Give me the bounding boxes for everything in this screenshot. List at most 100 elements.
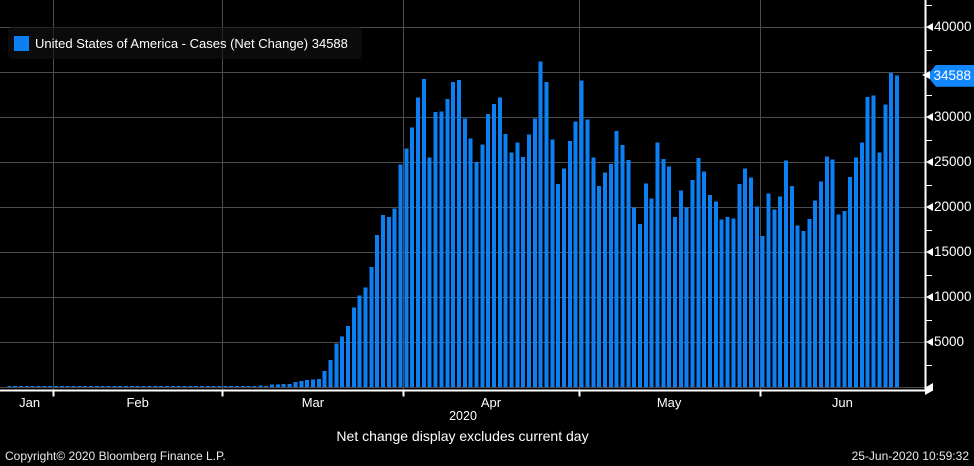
bar-2020-06-22[interactable]: [883, 104, 888, 387]
bar-2020-04-19[interactable]: [509, 152, 514, 387]
bar-2020-02-25[interactable]: [194, 385, 199, 387]
bar-2020-01-27[interactable]: [24, 385, 29, 387]
bar-2020-06-03[interactable]: [772, 209, 777, 387]
bar-2020-02-14[interactable]: [129, 385, 134, 387]
bar-2020-03-08[interactable]: [264, 385, 269, 387]
bar-2020-03-16[interactable]: [310, 379, 315, 387]
bar-2020-02-24[interactable]: [188, 385, 193, 387]
bar-2020-04-22[interactable]: [527, 134, 532, 387]
bar-2020-03-28[interactable]: [381, 214, 386, 387]
bar-2020-05-06[interactable]: [608, 163, 613, 387]
bar-2020-03-31[interactable]: [398, 164, 403, 387]
bar-2020-04-05[interactable]: [427, 157, 432, 387]
bar-2020-04-04[interactable]: [421, 79, 426, 388]
bar-2020-02-05[interactable]: [77, 385, 82, 387]
bar-2020-03-27[interactable]: [375, 234, 380, 387]
bar-2020-03-18[interactable]: [322, 371, 327, 387]
bar-2020-05-25[interactable]: [719, 219, 724, 388]
bar-2020-04-01[interactable]: [404, 148, 409, 387]
bar-2020-04-25[interactable]: [544, 82, 549, 387]
bar-2020-03-22[interactable]: [345, 326, 350, 387]
bar-2020-01-31[interactable]: [48, 385, 53, 387]
bar-2020-04-23[interactable]: [532, 118, 537, 388]
bar-2020-03-29[interactable]: [386, 217, 391, 387]
bar-2020-02-21[interactable]: [170, 385, 175, 387]
bar-2020-02-11[interactable]: [112, 385, 117, 387]
bar-2020-04-21[interactable]: [521, 157, 526, 387]
bar-2020-04-27[interactable]: [556, 184, 561, 387]
bar-2020-03-01[interactable]: [223, 385, 228, 387]
bar-2020-03-14[interactable]: [299, 380, 304, 387]
bar-2020-04-08[interactable]: [445, 99, 450, 387]
bar-2020-03-09[interactable]: [270, 384, 275, 387]
bar-2020-02-16[interactable]: [141, 385, 146, 387]
bar-2020-05-12[interactable]: [643, 183, 648, 387]
bar-2020-06-01[interactable]: [760, 236, 765, 387]
bar-2020-02-28[interactable]: [211, 385, 216, 387]
bar-2020-03-20[interactable]: [334, 343, 339, 387]
bar-2020-05-11[interactable]: [637, 223, 642, 387]
bar-2020-01-30[interactable]: [42, 385, 47, 387]
bar-2020-03-24[interactable]: [357, 295, 362, 387]
bar-2020-02-09[interactable]: [100, 385, 105, 387]
bar-2020-04-24[interactable]: [538, 61, 543, 388]
bar-2020-06-18[interactable]: [859, 142, 864, 387]
bar-2020-06-07[interactable]: [795, 225, 800, 387]
bar-2020-05-14[interactable]: [655, 142, 660, 387]
bar-2020-06-21[interactable]: [877, 152, 882, 387]
bar-2020-06-02[interactable]: [766, 193, 771, 387]
bar-2020-02-10[interactable]: [106, 385, 111, 387]
bar-2020-05-08[interactable]: [620, 144, 625, 387]
bar-2020-03-03[interactable]: [235, 385, 240, 387]
bar-2020-02-01[interactable]: [53, 385, 58, 387]
bar-2020-06-20[interactable]: [871, 95, 876, 388]
bar-2020-05-09[interactable]: [626, 160, 631, 387]
bar-2020-03-15[interactable]: [305, 380, 310, 387]
bar-2020-02-08[interactable]: [94, 385, 99, 387]
bar-2020-02-27[interactable]: [205, 385, 210, 387]
bar-2020-05-24[interactable]: [713, 201, 718, 387]
bar-2020-01-29[interactable]: [36, 385, 41, 387]
bar-2020-04-06[interactable]: [433, 111, 438, 387]
bar-2020-02-18[interactable]: [153, 385, 158, 387]
bar-2020-05-05[interactable]: [602, 172, 607, 387]
bar-2020-02-23[interactable]: [182, 385, 187, 387]
bar-2020-02-20[interactable]: [164, 385, 169, 387]
bar-2020-04-15[interactable]: [486, 114, 491, 388]
bar-2020-02-17[interactable]: [147, 385, 152, 387]
bar-2020-06-08[interactable]: [801, 230, 806, 387]
bar-2020-02-22[interactable]: [176, 385, 181, 387]
bar-2020-05-10[interactable]: [632, 207, 637, 387]
bar-2020-05-18[interactable]: [678, 190, 683, 387]
bar-2020-04-09[interactable]: [451, 81, 456, 387]
bar-2020-06-10[interactable]: [813, 200, 818, 387]
bar-2020-04-03[interactable]: [416, 97, 421, 387]
bar-2020-03-06[interactable]: [252, 385, 257, 387]
bar-2020-03-13[interactable]: [293, 382, 298, 387]
bar-2020-02-13[interactable]: [124, 385, 129, 387]
bar-2020-01-28[interactable]: [30, 385, 35, 387]
bar-2020-05-29[interactable]: [743, 168, 748, 387]
bar-2020-05-02[interactable]: [585, 119, 590, 388]
bar-2020-05-16[interactable]: [667, 166, 672, 387]
bar-2020-06-19[interactable]: [865, 97, 870, 387]
bar-2020-04-28[interactable]: [562, 168, 567, 387]
bar-2020-04-20[interactable]: [515, 142, 520, 387]
bar-2020-05-04[interactable]: [597, 185, 602, 387]
bar-2020-05-03[interactable]: [591, 157, 596, 387]
bar-2020-06-16[interactable]: [848, 176, 853, 387]
bar-2020-05-31[interactable]: [754, 206, 759, 387]
bar-2020-06-11[interactable]: [819, 181, 824, 388]
bar-2020-06-23[interactable]: [889, 72, 894, 388]
bar-2020-01-26[interactable]: [18, 385, 23, 387]
bar-2020-05-17[interactable]: [673, 217, 678, 387]
bar-2020-02-06[interactable]: [83, 385, 88, 387]
bar-2020-06-09[interactable]: [807, 218, 812, 387]
bar-2020-02-02[interactable]: [59, 385, 64, 387]
bar-2020-06-12[interactable]: [824, 156, 829, 387]
bar-2020-06-14[interactable]: [836, 214, 841, 387]
bar-2020-05-22[interactable]: [702, 171, 707, 387]
bar-2020-05-28[interactable]: [737, 183, 742, 387]
bar-2020-02-12[interactable]: [118, 385, 123, 387]
bar-2020-05-13[interactable]: [649, 198, 654, 387]
